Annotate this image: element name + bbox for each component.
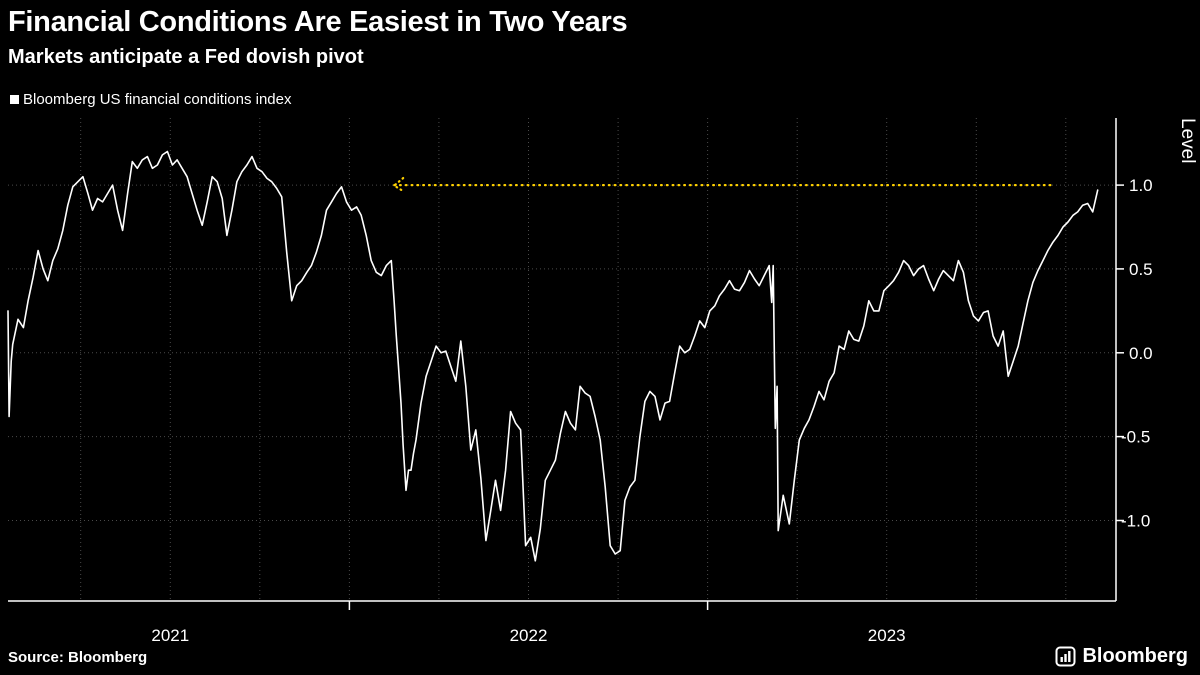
- svg-text:-0.5: -0.5: [1121, 428, 1150, 447]
- chart-title: Financial Conditions Are Easiest in Two …: [8, 6, 628, 38]
- chart-subtitle: Markets anticipate a Fed dovish pivot: [8, 46, 364, 68]
- brand-label: Bloomberg: [1082, 645, 1188, 667]
- y-tick-labels: 1.0 0.5 0.0 -0.5 -1.0: [1121, 176, 1153, 530]
- bloomberg-logo: Bloomberg: [1055, 645, 1188, 668]
- svg-text:-1.0: -1.0: [1121, 512, 1150, 531]
- svg-text:2021: 2021: [151, 626, 189, 645]
- legend-label: Bloomberg US financial conditions index: [23, 91, 292, 108]
- source-label: Source: Bloomberg: [8, 649, 148, 666]
- bloomberg-logo-icon: [1055, 646, 1076, 667]
- svg-text:0.0: 0.0: [1129, 344, 1153, 363]
- svg-text:2022: 2022: [510, 626, 548, 645]
- axes: [8, 118, 1124, 610]
- series-line: [7, 150, 1099, 562]
- grid: [8, 118, 1116, 601]
- x-tick-labels: 2021 2022 2023: [151, 626, 905, 645]
- svg-text:2023: 2023: [868, 626, 906, 645]
- legend: Bloomberg US financial conditions index: [10, 91, 291, 108]
- annotation-arrow-icon: [392, 176, 405, 193]
- y-axis-title: Level: [1177, 118, 1198, 164]
- legend-swatch-icon: [10, 95, 19, 104]
- svg-text:1.0: 1.0: [1129, 176, 1153, 195]
- annotation-dotted-line: [392, 176, 1052, 193]
- svg-text:0.5: 0.5: [1129, 260, 1153, 279]
